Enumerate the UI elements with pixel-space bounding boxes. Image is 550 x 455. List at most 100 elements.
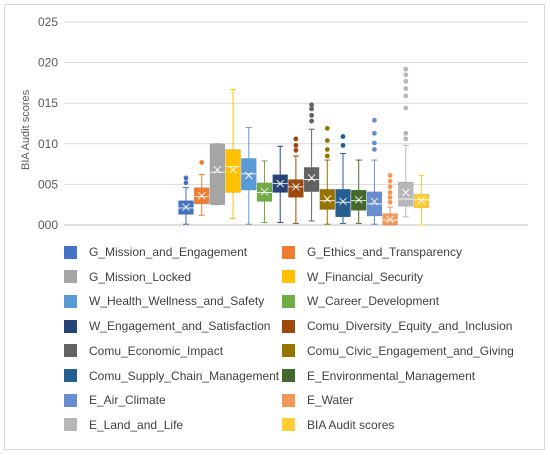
mean-marker (229, 165, 237, 174)
box-iqr (398, 181, 414, 207)
outlier-point (324, 147, 330, 152)
legend-item: Comu_Economic_Impact (64, 342, 223, 360)
legend-item: E_Environmental_Management (282, 367, 475, 385)
outlier-point (403, 86, 409, 91)
legend-item: Comu_Diversity_Equity_and_Inclusion (282, 317, 512, 335)
mean-marker (213, 165, 222, 174)
y-tick-label: 015 (38, 96, 58, 110)
box-iqr (335, 189, 351, 218)
outlier-point (324, 153, 330, 159)
mean-marker (401, 188, 410, 197)
legend-swatch (64, 418, 77, 432)
legend-item: W_Health_Wellness_and_Safety (64, 292, 264, 310)
mean-marker (323, 195, 332, 203)
mean-marker (292, 182, 300, 191)
box-g-mission-locked (209, 143, 226, 206)
mean-marker (370, 197, 379, 206)
legend-swatch (64, 294, 77, 308)
legend-swatch (282, 319, 295, 333)
mean-marker (260, 187, 269, 196)
legend-swatch (282, 369, 295, 382)
box-e-land-and-life (398, 66, 414, 218)
box-bia-audit-scores (413, 174, 430, 226)
y-axis-label: BIA Audit scores (20, 89, 32, 170)
outlier-point (183, 180, 189, 186)
legend-label: W_Health_Wellness_and_Safety (89, 294, 265, 309)
y-tick-label: 005 (38, 177, 58, 191)
outlier-point (403, 130, 409, 136)
outlier-point (372, 117, 377, 123)
box-w-career-development (256, 160, 273, 224)
legend-swatch (282, 393, 295, 407)
mean-marker (386, 215, 394, 224)
box-g-ethics-and-transparency (193, 160, 210, 216)
mean-marker (276, 179, 285, 188)
legend-item: G_Mission_Locked (64, 268, 191, 286)
outlier-point (183, 175, 189, 181)
legend-item: W_Financial_Security (282, 268, 423, 286)
box-e-water (382, 173, 398, 226)
legend-swatch (64, 270, 77, 284)
legend-label: W_Career_Development (307, 294, 440, 309)
mean-marker (182, 203, 190, 211)
y-tick-label: 010 (38, 137, 58, 151)
outlier-point (199, 160, 205, 165)
legend-label: W_Financial_Security (307, 269, 424, 284)
outlier-point (340, 143, 346, 148)
legend-label: BIA Audit scores (307, 417, 395, 432)
legend-swatch (64, 344, 77, 358)
legend-item: G_Mission_and_Engagement (64, 243, 247, 261)
legend-label: E_Water (307, 393, 354, 408)
outlier-point (309, 106, 314, 112)
chart-frame (4, 4, 545, 450)
legend-label: Comu_Diversity_Equity_and_Inclusion (307, 319, 513, 334)
legend-item: G_Ethics_and_Transparency (282, 243, 462, 261)
legend-item: BIA Audit scores (282, 416, 394, 434)
legend-item: Comu_Civic_Engagement_and_Giving (282, 342, 514, 360)
outlier-point (293, 136, 299, 142)
legend-swatch (282, 344, 295, 358)
box-comu-supply-chain-management (335, 134, 351, 224)
outlier-point (309, 102, 314, 108)
legend-item: E_Air_Climate (64, 391, 166, 409)
box-series (178, 66, 430, 226)
y-tick-label: 000 (38, 218, 58, 232)
outlier-point (403, 136, 409, 142)
box-e-environmental-management (350, 159, 367, 224)
outlier-point (387, 178, 393, 184)
outlier-point (387, 190, 393, 195)
box-iqr (225, 149, 241, 193)
outlier-point (309, 118, 314, 124)
legend-swatch (282, 294, 295, 308)
box-comu-civic-engagement-and-giving (319, 125, 336, 225)
outlier-point (372, 147, 377, 152)
box-g-mission-and-engagement (178, 175, 194, 225)
box-iqr (288, 179, 304, 198)
outlier-point (372, 130, 377, 136)
legend-label: Comu_Civic_Engagement_and_Giving (307, 343, 514, 358)
legend-swatch (64, 393, 77, 407)
legend-label: E_Environmental_Management (307, 368, 476, 383)
outlier-point (387, 173, 393, 178)
legend-item: Comu_Supply_Chain_Management (64, 367, 279, 385)
legend-item: E_Land_and_Life (64, 416, 183, 434)
box-comu-diversity-equity-and-inclusion (288, 136, 304, 224)
box-w-financial-security (225, 88, 241, 220)
legend-swatch (64, 245, 77, 259)
legend-label: E_Air_Climate (89, 393, 166, 408)
box-iqr (209, 143, 226, 205)
outlier-point (387, 199, 393, 205)
box-comu-economic-impact (303, 102, 320, 222)
outlier-point (309, 112, 314, 118)
legend-swatch (64, 319, 77, 333)
outlier-point (293, 147, 299, 153)
legend-label: G_Ethics_and_Transparency (307, 245, 462, 259)
legend-item: W_Engagement_and_Satisfaction (64, 317, 270, 335)
mean-marker (354, 195, 363, 204)
outlier-point (403, 105, 409, 111)
outlier-point (340, 134, 346, 139)
box-w-health-wellness-and-safety (241, 127, 257, 225)
y-tick-label: 025 (38, 15, 58, 29)
y-axis-ticks: 000 005 010 015 020 025 (38, 15, 58, 232)
